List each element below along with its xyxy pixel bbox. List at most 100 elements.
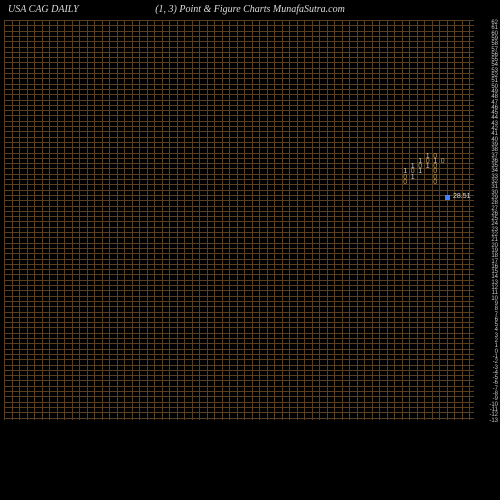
grid-col: [117, 20, 118, 420]
grid-row: [4, 163, 474, 164]
grid-row: [4, 137, 474, 138]
grid-col: [169, 20, 170, 420]
ticker-title: USA CAG DAILY: [8, 4, 79, 15]
grid-col: [447, 20, 448, 420]
grid-row: [4, 31, 474, 32]
grid-col: [192, 20, 193, 420]
grid-row: [4, 243, 474, 244]
grid-row: [4, 338, 474, 339]
grid-col: [184, 20, 185, 420]
grid-row: [4, 343, 474, 344]
grid-row: [4, 89, 474, 90]
grid-row: [4, 354, 474, 355]
grid-col: [259, 20, 260, 420]
grid-col: [199, 20, 200, 420]
grid-row: [4, 94, 474, 95]
grid-row: [4, 126, 474, 127]
grid-col: [87, 20, 88, 420]
grid-col: [177, 20, 178, 420]
grid-col: [432, 20, 433, 420]
grid-row: [4, 391, 474, 392]
grid-row: [4, 142, 474, 143]
grid-row: [4, 349, 474, 350]
grid-col: [252, 20, 253, 420]
grid-row: [4, 25, 474, 26]
grid-col: [402, 20, 403, 420]
grid-row: [4, 407, 474, 408]
grid-col: [237, 20, 238, 420]
grid-col: [342, 20, 343, 420]
grid-row: [4, 237, 474, 238]
grid-col: [72, 20, 73, 420]
pf-x-cell: 1: [409, 174, 417, 181]
grid-row: [4, 52, 474, 53]
grid-col: [357, 20, 358, 420]
grid-row: [4, 327, 474, 328]
grid-col: [274, 20, 275, 420]
grid-col: [379, 20, 380, 420]
grid-col: [12, 20, 13, 420]
grid-row: [4, 412, 474, 413]
grid-col: [394, 20, 395, 420]
chart-subtitle: (1, 3) Point & Figure Charts MunafaSutra…: [155, 4, 345, 15]
grid-row: [4, 110, 474, 111]
pf-o-cell: 0: [439, 158, 447, 165]
grid-col: [214, 20, 215, 420]
pf-x-cell: 1: [424, 163, 432, 170]
grid-col: [42, 20, 43, 420]
grid-row: [4, 131, 474, 132]
grid-row: [4, 115, 474, 116]
pf-x-cell: 1: [417, 168, 425, 175]
grid-col: [387, 20, 388, 420]
grid-col: [207, 20, 208, 420]
chart-container: USA CAG DAILY (1, 3) Point & Figure Char…: [0, 0, 500, 500]
grid-row: [4, 20, 474, 21]
grid-row: [4, 301, 474, 302]
grid-row: [4, 259, 474, 260]
grid-col: [364, 20, 365, 420]
grid-col: [439, 20, 440, 420]
grid-row: [4, 62, 474, 63]
grid-col: [454, 20, 455, 420]
grid-col: [147, 20, 148, 420]
grid-row: [4, 221, 474, 222]
grid-row: [4, 121, 474, 122]
grid-row: [4, 274, 474, 275]
grid-row: [4, 317, 474, 318]
grid-col: [57, 20, 58, 420]
grid-col: [282, 20, 283, 420]
grid-col: [49, 20, 50, 420]
grid-row: [4, 153, 474, 154]
grid-col: [312, 20, 313, 420]
grid-col: [19, 20, 20, 420]
grid-row: [4, 78, 474, 79]
grid-row: [4, 190, 474, 191]
y-axis-label: -13: [489, 418, 498, 424]
grid-col: [64, 20, 65, 420]
grid-col: [327, 20, 328, 420]
current-price-marker: [445, 195, 450, 200]
grid-col: [229, 20, 230, 420]
grid-col: [109, 20, 110, 420]
grid-row: [4, 147, 474, 148]
grid-col: [334, 20, 335, 420]
grid-row: [4, 105, 474, 106]
chart-grid-area: [4, 20, 474, 420]
grid-col: [349, 20, 350, 420]
grid-row: [4, 322, 474, 323]
grid-row: [4, 418, 474, 419]
grid-row: [4, 296, 474, 297]
grid-row: [4, 386, 474, 387]
grid-row: [4, 232, 474, 233]
grid-col: [469, 20, 470, 420]
pf-o-cell: 0: [402, 179, 410, 186]
grid-col: [222, 20, 223, 420]
chart-header: USA CAG DAILY (1, 3) Point & Figure Char…: [0, 4, 500, 20]
grid-row: [4, 359, 474, 360]
grid-row: [4, 100, 474, 101]
grid-row: [4, 402, 474, 403]
grid-col: [102, 20, 103, 420]
grid-row: [4, 380, 474, 381]
grid-row: [4, 200, 474, 201]
grid-row: [4, 36, 474, 37]
